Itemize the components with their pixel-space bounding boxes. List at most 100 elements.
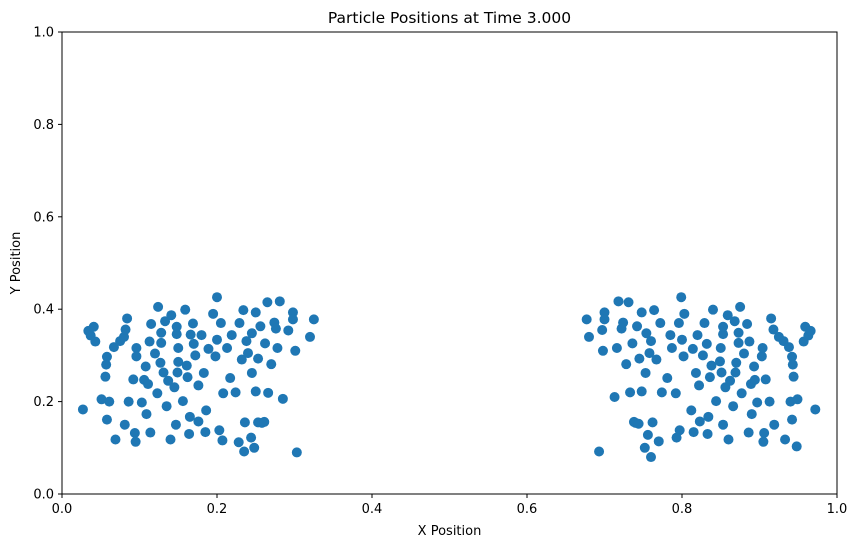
scatter-point: [764, 396, 775, 407]
scatter-point: [594, 446, 605, 457]
scatter-point: [250, 307, 261, 318]
scatter-point: [723, 434, 734, 445]
scatter-point: [218, 388, 229, 399]
scatter-point: [788, 371, 799, 382]
scatter-point: [131, 343, 142, 354]
scatter-point: [728, 401, 739, 412]
scatter-point: [731, 357, 742, 368]
scatter-point: [123, 396, 134, 407]
scatter-point: [249, 442, 260, 453]
scatter-point: [787, 359, 798, 370]
scatter-point: [581, 314, 592, 325]
scatter-point: [702, 428, 713, 439]
scatter-point: [128, 374, 139, 385]
scatter-point: [190, 350, 201, 361]
scatter-point: [171, 329, 182, 340]
scatter-point: [656, 387, 667, 398]
scatter-point: [749, 361, 760, 372]
scatter-point: [130, 436, 141, 447]
scatter-point: [679, 308, 690, 319]
scatter-point: [649, 305, 660, 316]
scatter-point: [733, 327, 744, 338]
scatter-point: [597, 324, 608, 335]
scatter-point: [212, 292, 222, 303]
scatter-point: [766, 313, 777, 324]
scatter-point: [756, 351, 767, 362]
scatter-point: [260, 338, 271, 349]
chart-title: Particle Positions at Time 3.000: [328, 9, 571, 27]
scatter-point: [166, 310, 177, 321]
scatter-point: [161, 401, 172, 412]
scatter-point: [810, 404, 821, 415]
scatter-point: [706, 360, 717, 371]
scatter-point: [655, 318, 666, 329]
scatter-point: [636, 386, 647, 397]
scatter-point: [690, 367, 701, 378]
scatter-point: [651, 354, 662, 365]
scatter-point: [259, 416, 270, 427]
y-tick-label: 0.6: [33, 210, 54, 225]
x-axis-label: X Position: [418, 524, 482, 539]
scatter-point: [163, 375, 174, 386]
scatter-point: [156, 327, 167, 338]
scatter-point: [646, 336, 656, 347]
y-tick-label: 0.0: [33, 488, 54, 503]
scatter-point: [642, 429, 653, 440]
scatter-point: [699, 318, 710, 329]
scatter-point: [742, 318, 753, 329]
scatter-point: [625, 387, 636, 398]
scatter-point: [110, 434, 121, 445]
scatter-point: [236, 354, 247, 365]
scatter-point: [136, 397, 147, 408]
scatter-point: [687, 343, 698, 354]
scatter-point: [96, 394, 107, 405]
scatter-point: [584, 331, 594, 342]
scatter-point: [708, 304, 718, 315]
scatter-point: [222, 343, 233, 354]
scatter-point: [674, 425, 685, 436]
x-tick-label: 0.8: [672, 502, 693, 517]
y-axis-label: Y Position: [9, 232, 24, 296]
scatter-point: [718, 419, 729, 430]
scatter-point: [759, 428, 770, 439]
scatter-point: [697, 350, 708, 361]
scatter-point: [277, 393, 288, 404]
scatter-point: [156, 337, 167, 348]
y-tick-label: 0.2: [33, 395, 54, 410]
scatter-point: [768, 324, 779, 335]
scatter-point: [101, 414, 112, 425]
scatter-point: [255, 321, 266, 332]
scatter-point: [718, 329, 729, 340]
scatter-point: [769, 419, 780, 430]
scatter-point: [678, 351, 689, 362]
scatter-point: [677, 334, 687, 345]
scatter-point: [644, 348, 655, 359]
scatter-point: [287, 314, 298, 325]
scatter-point: [621, 359, 632, 370]
scatter-point: [141, 409, 152, 420]
scatter-point: [715, 343, 726, 354]
scatter-point: [217, 435, 228, 446]
scatter-point: [187, 318, 198, 329]
scatter-point: [234, 318, 245, 329]
x-tick-label: 0.0: [52, 502, 73, 517]
scatter-point: [180, 304, 191, 315]
scatter-point: [701, 338, 712, 349]
scatter-point: [198, 367, 209, 378]
scatter-point: [158, 367, 169, 378]
scatter-point: [653, 436, 664, 447]
scatter-point: [160, 316, 171, 327]
scatter-point: [291, 447, 302, 458]
scatter-point: [725, 375, 736, 386]
scatter-point: [143, 379, 154, 390]
scatter-point: [627, 338, 638, 349]
scatter-point: [609, 391, 620, 402]
scatter-point: [215, 318, 226, 329]
scatter-point: [599, 307, 610, 318]
scatter-point: [704, 372, 715, 383]
scatter-point: [88, 321, 99, 332]
scatter-point: [611, 343, 622, 354]
scatter-point: [239, 417, 250, 428]
scatter-point: [746, 409, 757, 420]
scatter-point: [77, 404, 88, 415]
